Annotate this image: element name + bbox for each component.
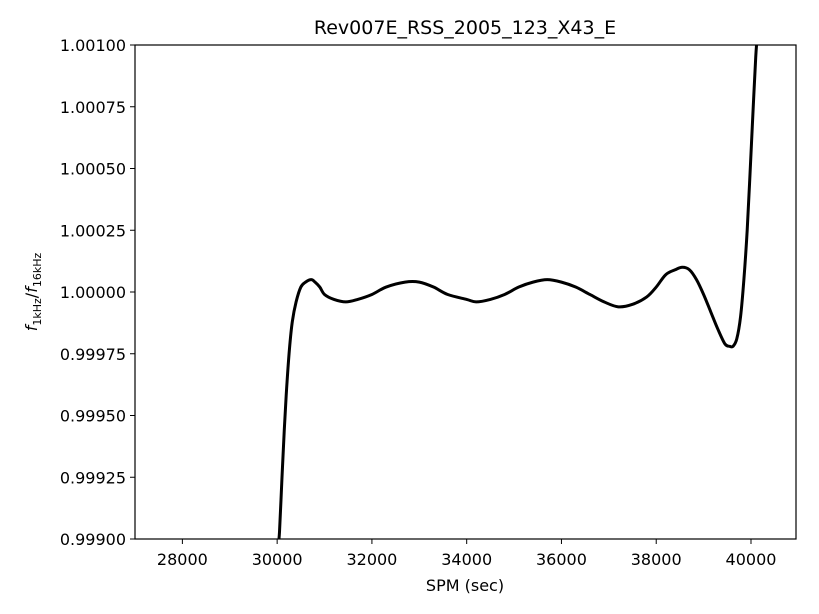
y-axis-label-sub2: 16kHz (31, 253, 44, 288)
x-tick-label: 38000 (631, 550, 682, 569)
x-axis-ticks: 28000 30000 32000 34000 36000 38000 40000 (157, 539, 777, 569)
y-axis-label-base: f (22, 323, 41, 331)
x-tick-label: 28000 (157, 550, 208, 569)
series-line (277, 45, 759, 539)
plot-area-frame (134, 44, 797, 540)
x-axis-label: SPM (sec) (426, 576, 504, 595)
y-tick-label: 0.99950 (60, 407, 126, 426)
x-tick-label: 30000 (252, 550, 303, 569)
chart-title: Rev007E_RSS_2005_123_X43_E (314, 17, 616, 39)
y-tick-label: 1.00050 (60, 160, 126, 179)
y-axis-label-slash: / (22, 292, 41, 298)
y-tick-label: 1.00025 (60, 221, 126, 240)
y-tick-label: 1.00075 (60, 98, 126, 117)
y-tick-label: 1.00100 (60, 36, 126, 55)
y-tick-label: 0.99975 (60, 345, 126, 364)
y-tick-label: 1.00000 (60, 283, 126, 302)
y-axis-label: f1kHz/f16kHz (22, 253, 44, 332)
y-tick-label: 0.99900 (60, 530, 126, 549)
y-axis-label-base-2: f (22, 285, 41, 293)
x-tick-label: 40000 (726, 550, 777, 569)
y-tick-label: 0.99925 (60, 468, 126, 487)
x-tick-label: 34000 (441, 550, 492, 569)
series-layer (277, 45, 759, 539)
x-tick-label: 32000 (346, 550, 397, 569)
y-axis-label-sub1: 1kHz (31, 298, 44, 326)
y-axis-ticks: 0.99900 0.99925 0.99950 0.99975 1.00000 1.000… (60, 36, 135, 549)
x-tick-label: 36000 (536, 550, 587, 569)
